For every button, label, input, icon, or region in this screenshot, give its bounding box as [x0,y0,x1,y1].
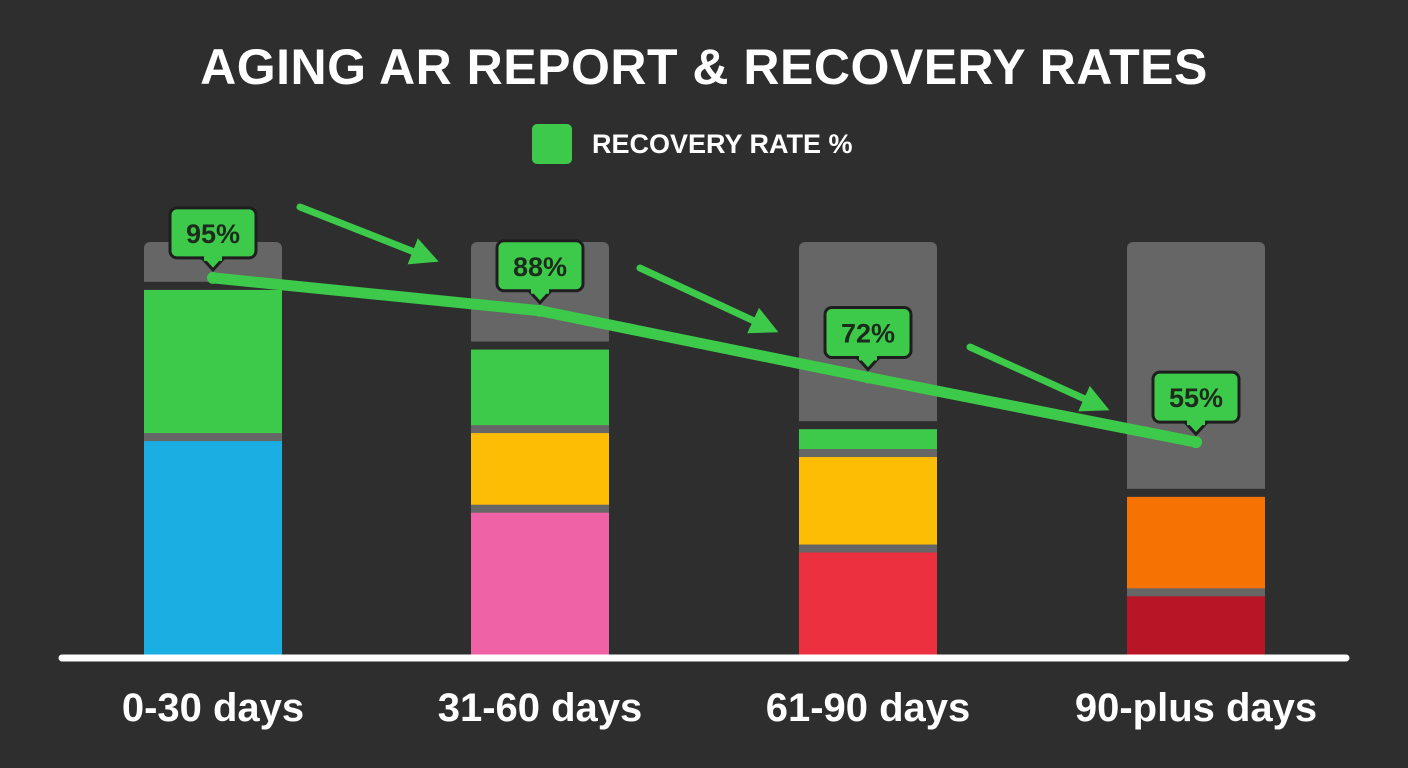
bar-tracks [144,242,1265,656]
bar-stack-gap-61-90-days [799,421,937,430]
x-tick-61-90-days: 61-90 days [766,686,971,730]
bar-segment-61-90-days-1 [799,552,937,656]
trend-arrows [296,203,1110,412]
bar-track-90-plus-days [1127,242,1265,656]
bar-segment-31-60-days-1 [471,512,609,656]
recovery-line [207,271,1202,449]
data-label-0-30-days: 95% [186,219,240,249]
bar-stack-gap-0-30-days [144,281,282,290]
recovery-point-31-60-days [534,304,546,317]
chart-title: AGING AR REPORT & RECOVERY RATES [200,39,1208,95]
recovery-point-61-90-days [862,371,874,384]
callout-joint [859,354,877,361]
recovery-rate-line [207,272,1202,448]
x-tick-90-plus-days: 90-plus days [1075,686,1317,730]
bar-stack-gap-31-60-days [471,341,609,350]
callout-joint [531,287,549,294]
callout-joint [1187,419,1205,426]
legend-label: RECOVERY RATE % [592,128,853,159]
callout-90-plus-days: 55% [1151,370,1241,437]
callout-joint [204,254,222,261]
trend-arrow-3 [966,343,1110,412]
bar-segment-90-plus-days-1 [1127,596,1265,656]
legend-swatch [532,124,572,164]
bar-segment-90-plus-days-2 [1127,496,1265,589]
bar-segment-31-60-days-2 [471,433,609,505]
legend: RECOVERY RATE % [532,124,853,164]
trend-arrow-2 [636,264,779,334]
recovery-point-90-plus-days [1190,436,1202,449]
bar-segment-61-90-days-3 [799,429,937,449]
recovery-callouts: 95% 88% 72% 55% [168,206,1241,437]
callout-0-30-days: 95% [168,206,258,273]
data-label-90-plus-days: 55% [1169,383,1223,413]
x-tick-0-30-days: 0-30 days [122,686,304,730]
data-label-61-90-days: 72% [841,318,895,348]
bar-segment-0-30-days-2 [144,289,282,434]
bar-segment-31-60-days-3 [471,349,609,426]
x-axis-tick-labels: 0-30 days 31-60 days 61-90 days 90-plus day… [122,686,1317,730]
callout-31-60-days: 88% [495,239,585,305]
recovery-point-0-30-days [207,271,219,284]
bar-segment-0-30-days-1 [144,441,282,656]
x-tick-31-60-days: 31-60 days [438,686,643,730]
bar-segment-61-90-days-2 [799,457,937,545]
callout-61-90-days: 72% [823,305,913,372]
bar-stack-gap-90-plus-days [1127,488,1265,497]
data-label-31-60-days: 88% [513,252,567,282]
bar-segments [144,281,1265,656]
trend-arrow-1 [296,203,439,265]
